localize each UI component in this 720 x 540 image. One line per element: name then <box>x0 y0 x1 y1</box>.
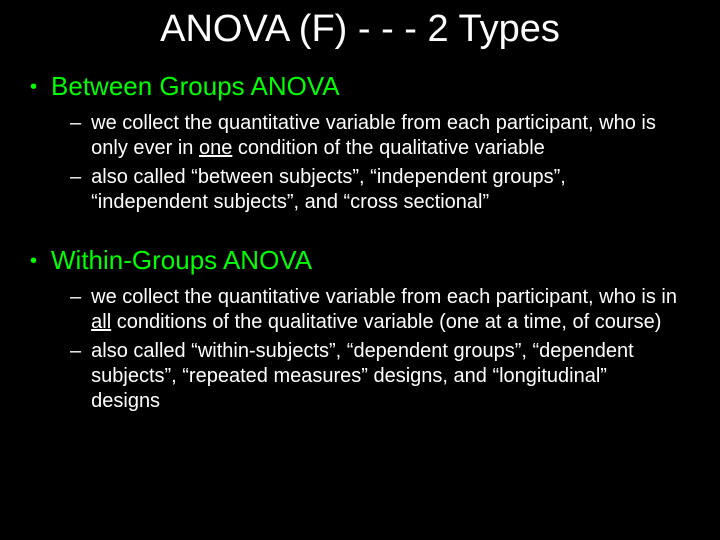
text-pre: also called “within-subjects”, “dependen… <box>91 340 634 412</box>
text-underlined: one <box>199 137 232 159</box>
bullet-point: – we collect the quantitative variable f… <box>70 285 680 335</box>
bullet-point: – also called “between subjects”, “indep… <box>70 165 680 215</box>
dash-icon: – <box>70 339 81 364</box>
slide-title: ANOVA (F) - - - 2 Types <box>20 8 700 51</box>
section-heading: • Between Groups ANOVA <box>30 71 700 103</box>
bullet-icon: • <box>30 245 37 277</box>
point-text: we collect the quantitative variable fro… <box>91 285 680 335</box>
text-underlined: all <box>91 311 111 333</box>
dash-icon: – <box>70 165 81 190</box>
section-gap <box>20 219 700 245</box>
dash-icon: – <box>70 285 81 310</box>
point-text: we collect the quantitative variable fro… <box>91 111 680 161</box>
text-pre: we collect the quantitative variable fro… <box>91 286 677 308</box>
bullet-icon: • <box>30 71 37 103</box>
heading-text: Within-Groups ANOVA <box>51 245 312 276</box>
text-post: condition of the qualitative variable <box>232 137 544 159</box>
point-text: also called “within-subjects”, “dependen… <box>91 339 680 414</box>
heading-text: Between Groups ANOVA <box>51 71 340 102</box>
text-pre: also called “between subjects”, “indepen… <box>91 166 566 213</box>
bullet-point: – also called “within-subjects”, “depend… <box>70 339 680 414</box>
text-post: conditions of the qualitative variable (… <box>111 311 661 333</box>
bullet-point: – we collect the quantitative variable f… <box>70 111 680 161</box>
section-heading: • Within-Groups ANOVA <box>30 245 700 277</box>
dash-icon: – <box>70 111 81 136</box>
point-text: also called “between subjects”, “indepen… <box>91 165 680 215</box>
slide-container: ANOVA (F) - - - 2 Types • Between Groups… <box>0 0 720 540</box>
